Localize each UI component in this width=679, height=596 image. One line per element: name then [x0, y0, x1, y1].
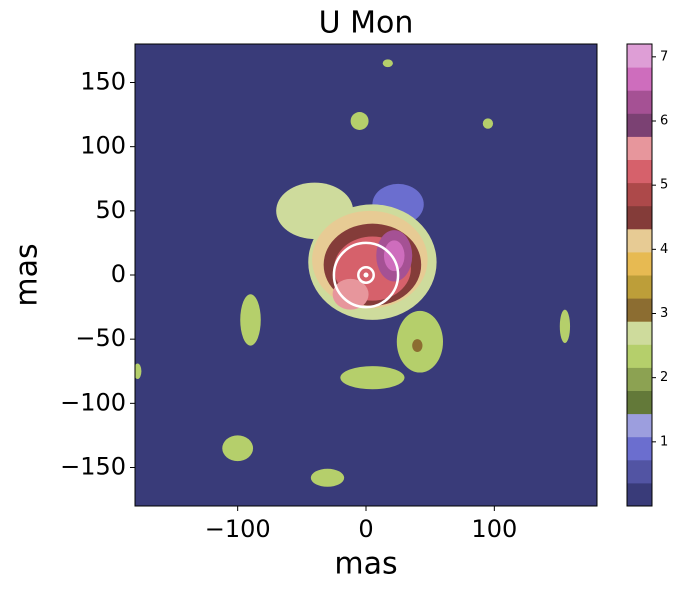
- colorbar-segment: [627, 44, 652, 68]
- colorbar-tick-label: 4: [660, 242, 668, 257]
- colorbar-segment: [627, 182, 652, 207]
- y-tick-label: 0: [111, 260, 126, 288]
- colorbar-segment: [627, 275, 652, 299]
- colorbar-segment: [627, 228, 652, 253]
- colorbar-segment: [627, 251, 652, 276]
- colorbar-tick-label: 5: [660, 178, 668, 193]
- colorbar-tick-label: 6: [660, 114, 668, 129]
- x-tick-label: 0: [358, 515, 373, 543]
- colorbar-segment: [627, 321, 652, 345]
- intensity-region: [332, 278, 369, 310]
- x-axis-label: mas: [334, 547, 397, 582]
- intensity-region: [482, 118, 494, 129]
- colorbar-segment: [627, 459, 652, 484]
- y-tick-label: −50: [75, 324, 126, 352]
- y-axis-label: mas: [10, 243, 45, 306]
- y-tick-label: 100: [80, 132, 126, 160]
- colorbar-segment: [627, 390, 652, 415]
- colorbar-frame: [626, 43, 653, 507]
- y-tick-label: 50: [95, 196, 126, 224]
- colorbar-tick-label: 1: [660, 434, 668, 449]
- colorbar-tick-label: 3: [660, 306, 668, 321]
- y-tick-label: 150: [80, 68, 126, 96]
- intensity-region: [222, 435, 254, 462]
- intensity-region: [559, 309, 571, 344]
- intensity-region: [240, 294, 261, 346]
- colorbar-segment: [627, 482, 652, 507]
- colorbar-segment: [627, 298, 652, 322]
- colorbar-segment: [627, 159, 652, 184]
- colorbar-segment: [627, 113, 652, 137]
- intensity-region: [412, 339, 423, 353]
- colorbar-segment: [627, 413, 652, 438]
- colorbar-segment: [627, 436, 652, 461]
- colorbar-segment: [627, 344, 652, 368]
- intensity-region: [382, 59, 393, 68]
- chart-title: U Mon: [319, 6, 414, 41]
- colorbar-segment: [627, 90, 652, 114]
- colorbar-segment: [627, 205, 652, 230]
- colorbar-tick-label: 7: [660, 49, 668, 64]
- intensity-region: [135, 363, 142, 379]
- intensity-region: [350, 112, 369, 130]
- marker-circle: [357, 266, 375, 284]
- colorbar-tick-label: 2: [660, 370, 668, 385]
- intensity-region: [383, 240, 405, 272]
- intensity-region: [310, 468, 345, 487]
- y-tick-label: −150: [60, 453, 126, 481]
- marker-circle: [332, 241, 400, 309]
- colorbar-segment: [627, 136, 652, 160]
- x-tick-label: 100: [471, 515, 517, 543]
- y-tick-label: −100: [60, 388, 126, 416]
- intensity-region: [340, 366, 405, 390]
- center-dot: [363, 272, 369, 278]
- colorbar-segment: [627, 367, 652, 391]
- x-tick-label: −100: [205, 515, 271, 543]
- colorbar-segment: [627, 67, 652, 91]
